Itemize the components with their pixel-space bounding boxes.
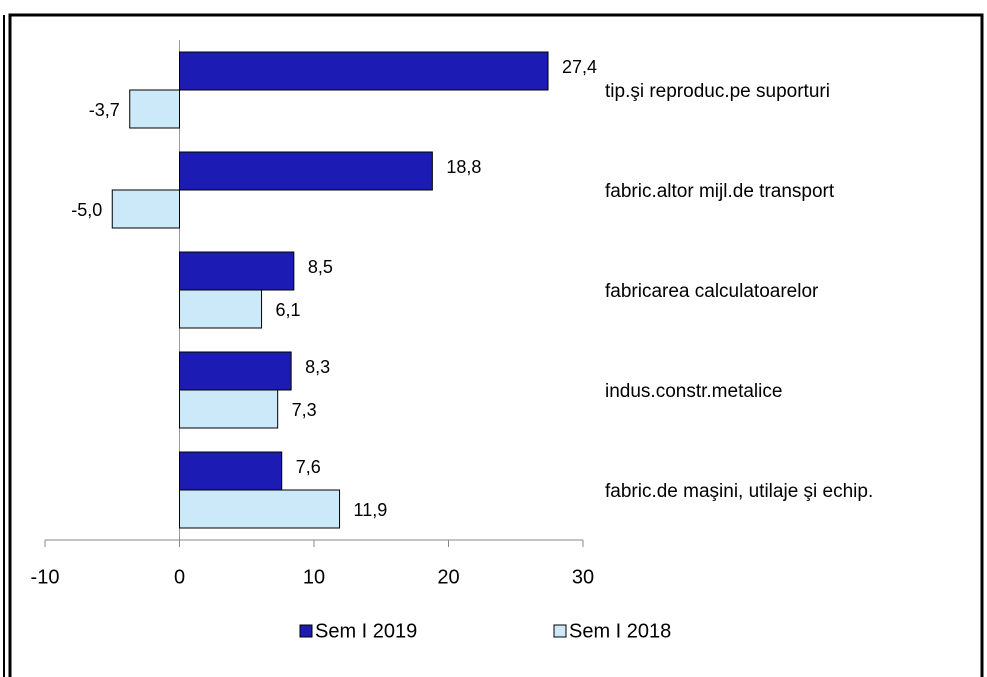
legend-label: Sem I 2019 <box>315 620 417 642</box>
frame <box>8 13 984 677</box>
category-label: fabric.de maşini, utilaje şi echip. <box>605 481 873 502</box>
value-label: 7,6 <box>296 457 321 477</box>
bar <box>179 351 292 391</box>
value-label: 7,3 <box>292 400 317 420</box>
category-label: fabricarea calculatoarelor <box>605 281 819 302</box>
value-label: 8,3 <box>305 357 330 377</box>
value-label: 27,4 <box>562 57 597 77</box>
legend-swatch <box>299 624 313 638</box>
value-label: -5,0 <box>71 200 102 220</box>
value-label: 11,9 <box>354 500 388 520</box>
bar <box>179 389 279 429</box>
bar <box>129 89 180 129</box>
value-label: 6,1 <box>276 300 301 320</box>
value-label: 18,8 <box>446 157 481 177</box>
bar <box>179 451 283 491</box>
bar <box>179 51 549 91</box>
category-label: tip.şi reproduc.pe suporturi <box>605 81 830 102</box>
bar <box>179 151 433 191</box>
x-tick-label: 0 <box>174 566 185 588</box>
bar <box>179 251 295 291</box>
x-tick-label: 10 <box>303 566 325 588</box>
bar <box>111 189 180 229</box>
x-tick-label: -10 <box>31 566 60 588</box>
x-tick-label: 30 <box>572 566 594 588</box>
value-label: -3,7 <box>89 100 120 120</box>
category-label: indus.constr.metalice <box>605 381 782 402</box>
bar <box>179 489 341 529</box>
bar <box>179 289 263 329</box>
legend-label: Sem I 2018 <box>569 620 671 642</box>
category-label: fabric.altor mijl.de transport <box>605 181 835 202</box>
x-tick-label: 20 <box>437 566 459 588</box>
legend-swatch <box>553 624 567 638</box>
value-label: 8,5 <box>308 257 333 277</box>
